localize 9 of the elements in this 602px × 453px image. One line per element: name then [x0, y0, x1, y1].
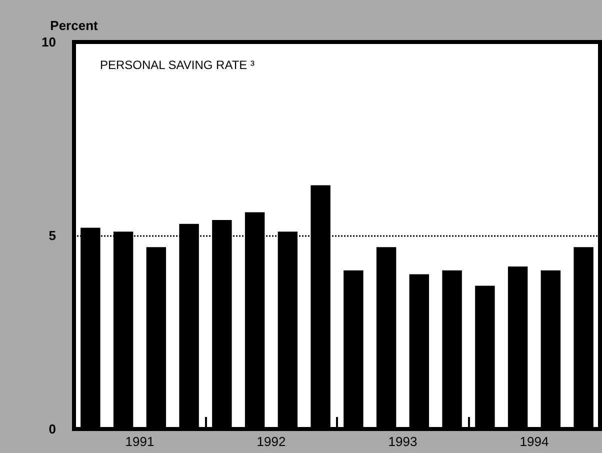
text: PERSONAL SAVING RATE ³ — [100, 58, 254, 72]
y-tick-label: 10 — [42, 34, 56, 50]
y-axis-title: Percent — [50, 18, 99, 33]
x-tick-label: 1991 — [125, 434, 154, 449]
y-tick-label: 5 — [48, 228, 56, 243]
y-tick-label: 0 — [48, 422, 56, 436]
x-tick-label: 1992 — [256, 434, 286, 449]
x-tick-label: 1994 — [520, 434, 549, 449]
x-tick-label: 1993 — [388, 434, 418, 449]
